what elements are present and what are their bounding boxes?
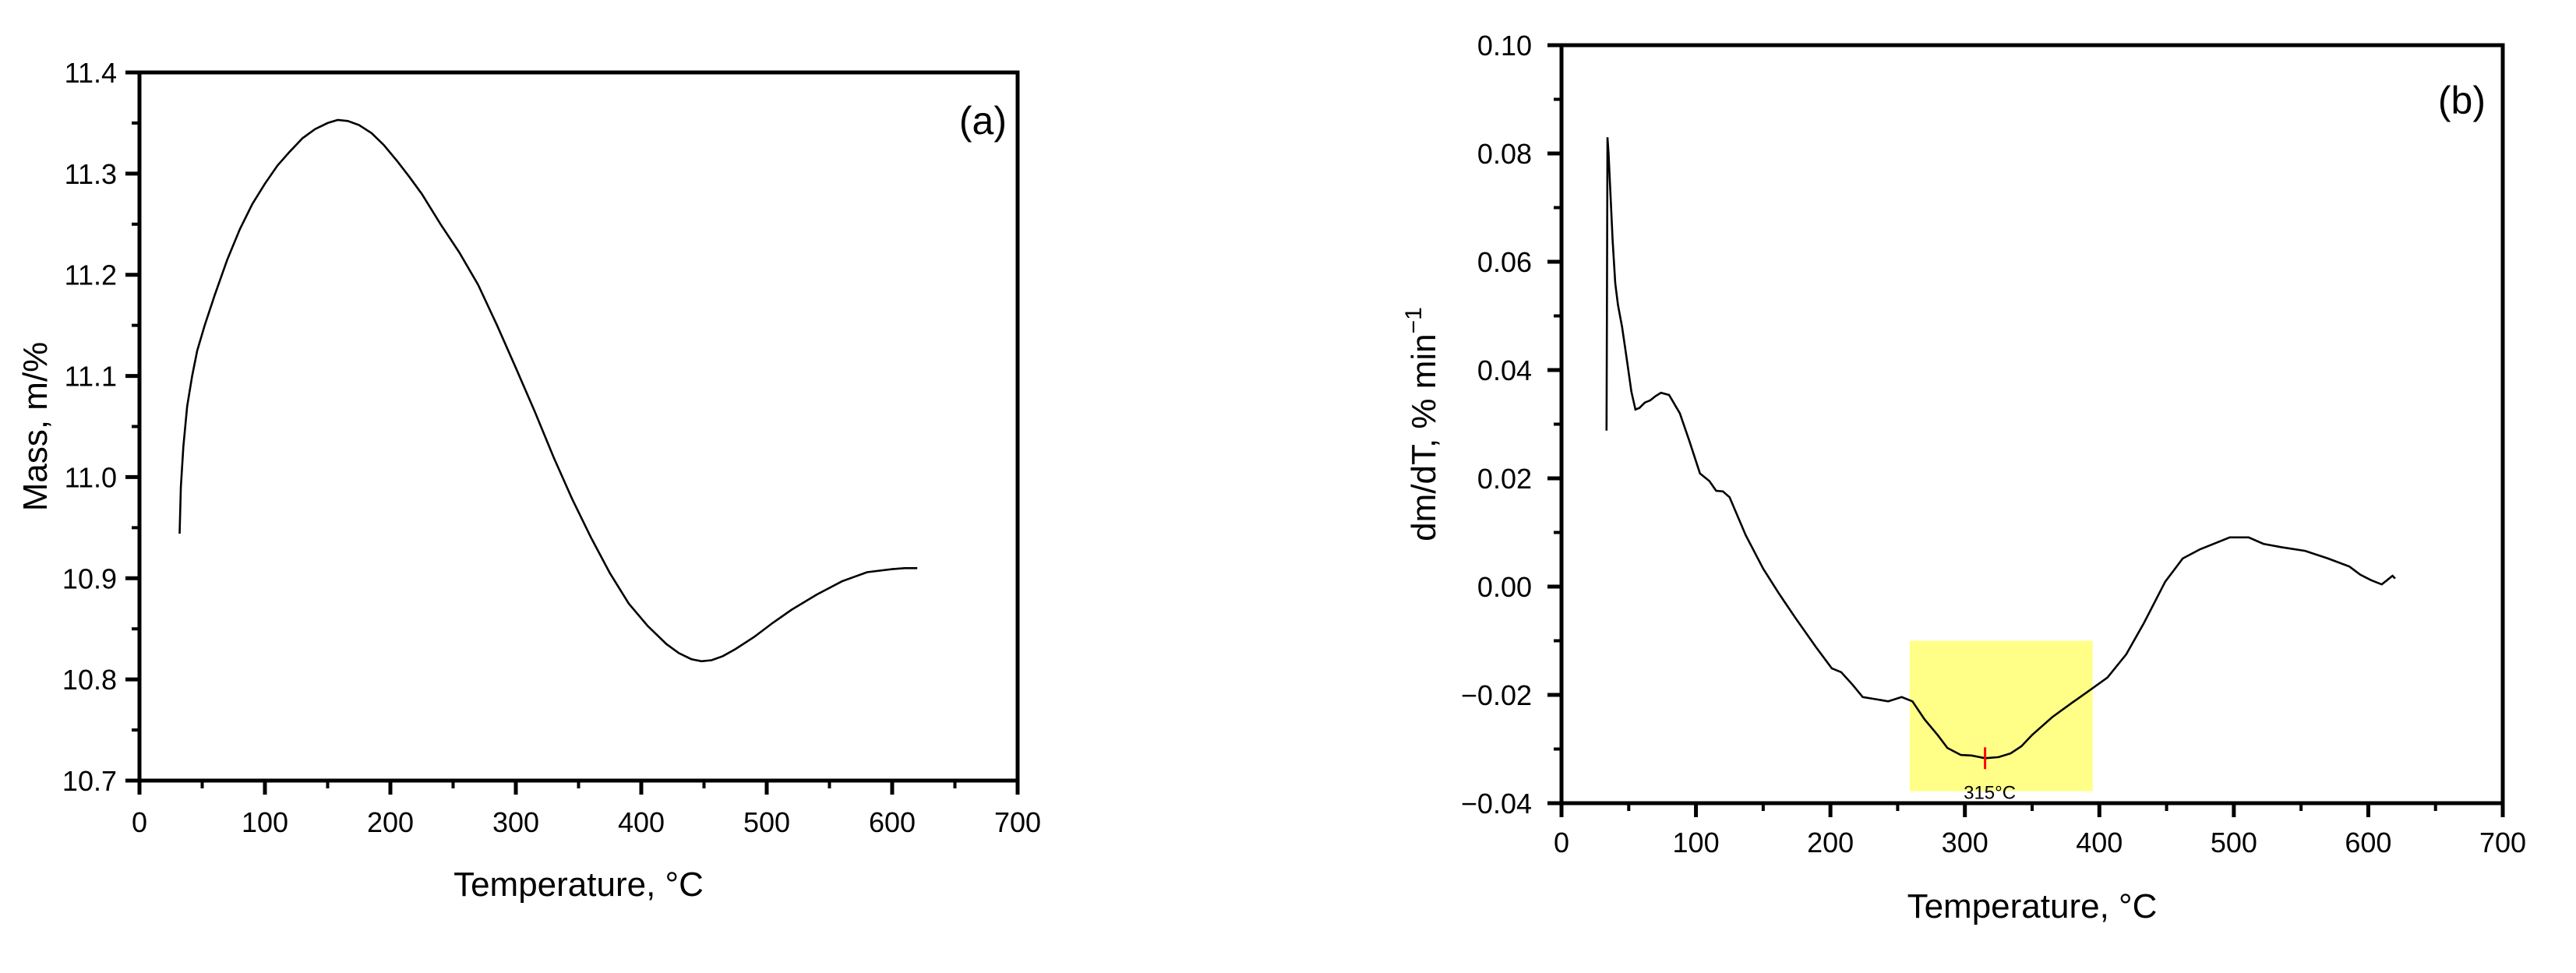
panel-a-plot-frame <box>137 70 1020 783</box>
y-tick-label: 0.06 <box>1477 246 1532 278</box>
panel-a-label: (a) <box>959 99 1007 143</box>
panel-b-ticks <box>1547 43 2505 817</box>
x-tick-label: 400 <box>2076 827 2123 858</box>
panel-a-x-axis-title: Temperature, °C <box>453 865 704 904</box>
y-tick-label: 0.04 <box>1477 354 1532 386</box>
y-tick-label: 11.0 <box>65 461 117 493</box>
panel-a-ticks <box>125 70 1020 795</box>
minimum-temperature-label: 315°C <box>1964 782 2016 803</box>
y-tick-label: 11.4 <box>65 57 117 89</box>
panel-b-y-axis-title: dm/dT, % min−1 <box>1401 307 1443 541</box>
x-tick-label: 0 <box>1554 827 1569 858</box>
panel-b-y-axis-title-superscript: −1 <box>1401 307 1427 333</box>
panel-b-y-tick-labels: −0.04 −0.02 0.00 0.02 0.04 0.06 0.08 0.10 <box>1461 30 1532 820</box>
x-tick-label: 300 <box>1942 827 1988 858</box>
x-tick-label: 200 <box>1807 827 1854 858</box>
highlight-region <box>1909 640 2093 791</box>
y-tick-label: 0.10 <box>1477 30 1532 62</box>
x-tick-label: 100 <box>1673 827 1720 858</box>
panel-a-x-tick-labels: 0 100 200 300 400 500 600 700 <box>132 806 1041 838</box>
panel-b-dtg-curve <box>1605 137 2396 760</box>
panel-b-x-axis-title: Temperature, °C <box>1907 887 2158 925</box>
y-tick-label: 0.00 <box>1477 571 1532 603</box>
x-tick-label: 500 <box>743 806 790 838</box>
x-tick-label: 700 <box>994 806 1041 838</box>
panel-b-annotations <box>1909 640 2093 791</box>
y-tick-label: 0.08 <box>1477 138 1532 170</box>
x-tick-label: 700 <box>2479 827 2526 858</box>
y-tick-label: 11.3 <box>65 158 117 190</box>
y-tick-label: 11.1 <box>65 361 117 393</box>
y-tick-label: 10.9 <box>62 562 117 594</box>
panel-b-label: (b) <box>2438 79 2486 122</box>
panel-b-dtg-chart: 0 100 200 300 400 500 600 700 −0.04 −0.02 0.00 0.0… <box>1401 30 2526 925</box>
y-tick-label: 10.7 <box>62 765 117 797</box>
x-tick-label: 600 <box>869 806 916 838</box>
y-tick-label: −0.02 <box>1461 679 1532 711</box>
panel-a-mass-curve <box>178 118 918 663</box>
panel-a-mass-chart: 0 100 200 300 400 500 600 700 10.710.810.911.01… <box>16 57 1041 904</box>
y-tick-label: 11.2 <box>65 259 117 291</box>
panel-a-y-axis-title: Mass, m/% <box>16 342 55 512</box>
y-tick-label: 0.02 <box>1477 463 1532 495</box>
x-tick-label: 400 <box>618 806 665 838</box>
y-tick-label: −0.04 <box>1461 788 1532 820</box>
y-tick-label: 10.8 <box>62 664 117 696</box>
x-tick-label: 600 <box>2345 827 2391 858</box>
x-tick-label: 0 <box>132 806 147 838</box>
panel-a-y-tick-labels: 10.7 10.8 10.9 11.0 11.1 11.2 11.3 11.4 <box>62 57 117 797</box>
x-tick-label: 300 <box>492 806 539 838</box>
panel-b-x-tick-labels: 0 100 200 300 400 500 600 700 <box>1554 827 2526 858</box>
x-tick-label: 500 <box>2211 827 2257 858</box>
x-tick-label: 100 <box>242 806 288 838</box>
x-tick-label: 200 <box>367 806 414 838</box>
panel-b-y-axis-title-main: dm/dT, % min <box>1405 333 1443 541</box>
